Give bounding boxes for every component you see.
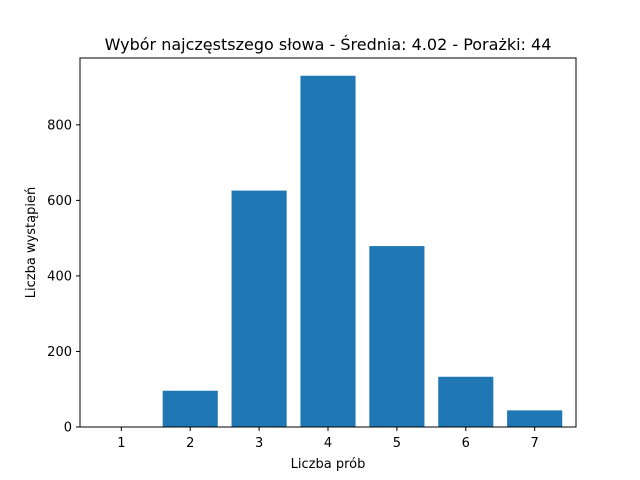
- x-tick-label: 5: [393, 436, 401, 451]
- x-tick-label: 1: [117, 436, 125, 451]
- x-axis-ticks: 1 2 3 4 5 6 7: [117, 427, 539, 451]
- y-tick-label: 200: [47, 345, 72, 360]
- x-tick-label: 2: [186, 436, 194, 451]
- x-tick-label: 7: [531, 436, 539, 451]
- bar-4: [300, 75, 356, 427]
- bar-6: [438, 376, 494, 427]
- x-tick-label: 3: [255, 436, 263, 451]
- bar-7: [507, 410, 563, 427]
- y-tick-label: 800: [47, 118, 72, 133]
- y-axis-label: Liczba wystąpień: [24, 187, 39, 298]
- x-tick-label: 6: [462, 436, 470, 451]
- bar-5: [369, 246, 425, 427]
- bar-3: [231, 190, 287, 427]
- y-tick-label: 0: [64, 421, 72, 436]
- chart-title: Wybór najczęstszego słowa - Średnia: 4.0…: [105, 35, 552, 54]
- y-tick-label: 400: [47, 269, 72, 284]
- x-tick-label: 4: [324, 436, 332, 451]
- bars-group: [162, 75, 563, 427]
- plot-frame: [79, 57, 577, 428]
- bar-2: [162, 390, 218, 427]
- y-axis-ticks: 0 200 400 600 800: [47, 118, 80, 436]
- x-axis-label: Liczba prób: [291, 457, 366, 472]
- y-tick-label: 600: [47, 194, 72, 209]
